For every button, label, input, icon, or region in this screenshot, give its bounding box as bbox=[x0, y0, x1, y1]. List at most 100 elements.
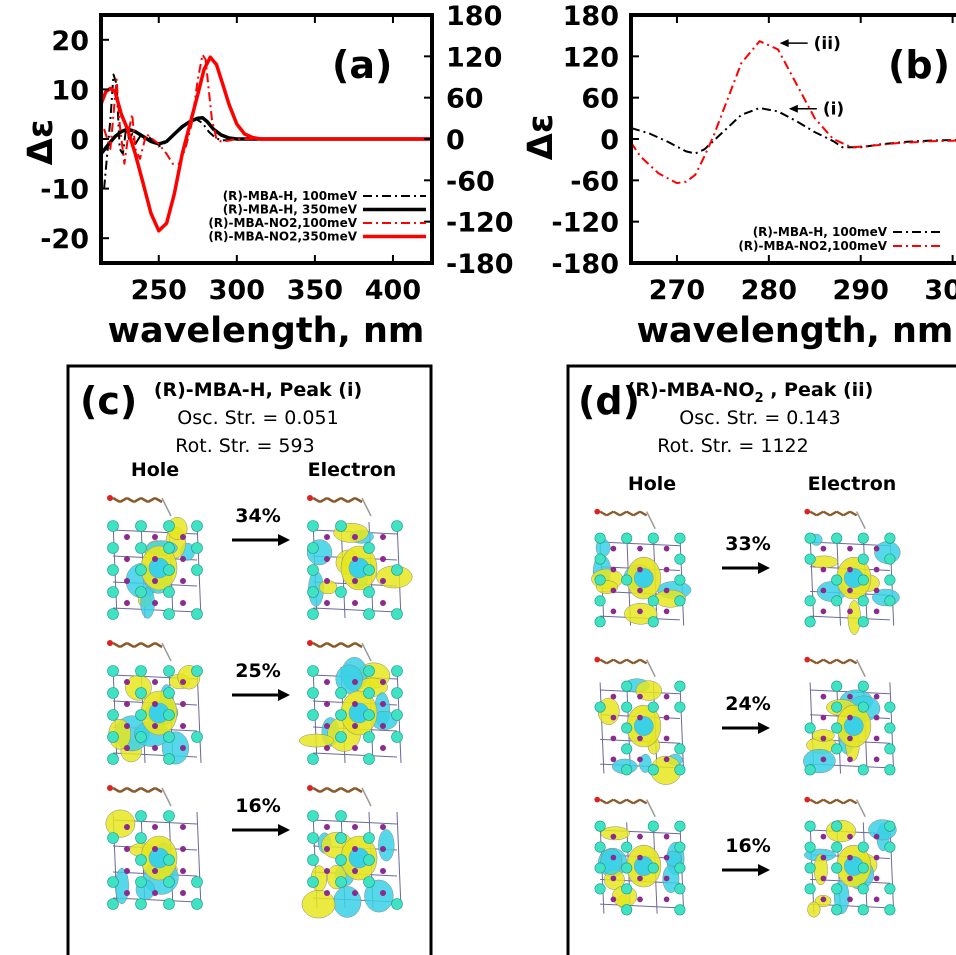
atom-purple bbox=[663, 735, 670, 742]
panel-d-hole-header: Hole bbox=[628, 473, 676, 495]
ligand-bond bbox=[822, 798, 831, 805]
molecule-cluster bbox=[803, 656, 896, 776]
atom-teal bbox=[621, 743, 633, 755]
panel-a-ytick-label: 20 bbox=[51, 26, 89, 57]
atom-teal bbox=[831, 574, 843, 586]
panel-a-series-1 bbox=[101, 115, 432, 155]
atom-purple bbox=[637, 714, 643, 721]
atom-teal bbox=[831, 680, 843, 692]
atom-teal bbox=[621, 701, 633, 713]
atom-purple bbox=[152, 890, 158, 896]
ligand-bond bbox=[626, 798, 634, 805]
atom-teal bbox=[391, 687, 403, 699]
atom-teal bbox=[621, 532, 633, 544]
atom-teal bbox=[307, 876, 319, 888]
atom-teal bbox=[884, 553, 896, 565]
molecule-cluster bbox=[591, 508, 692, 628]
atom-teal bbox=[163, 876, 175, 888]
atom-purple bbox=[820, 566, 827, 573]
atom-teal bbox=[674, 841, 686, 853]
panel-d-percent-label: 33% bbox=[725, 533, 770, 555]
molecule-cluster bbox=[298, 640, 403, 765]
ligand-bond bbox=[319, 641, 328, 649]
panel-c-electron-header: Electron bbox=[308, 459, 397, 481]
atom-teal bbox=[804, 532, 816, 544]
ligand-bond bbox=[326, 786, 335, 794]
ligand-atom bbox=[107, 495, 113, 501]
atom-teal bbox=[107, 709, 119, 721]
atom-purple bbox=[820, 896, 827, 903]
ligand-bond bbox=[849, 658, 858, 665]
atom-purple bbox=[352, 846, 358, 852]
atom-purple bbox=[847, 545, 853, 552]
atom-teal bbox=[594, 862, 606, 874]
atom-purple bbox=[152, 723, 158, 729]
panel-b-ytick-label: -60 bbox=[570, 166, 619, 197]
panel-c-rot: Rot. Str. = 593 bbox=[175, 435, 314, 457]
ligand-bond bbox=[147, 496, 156, 504]
ligand-bond bbox=[829, 658, 838, 665]
atom-purple bbox=[873, 608, 880, 615]
atom-purple bbox=[873, 693, 880, 700]
atom-teal bbox=[191, 898, 203, 910]
atom-purple bbox=[380, 556, 386, 562]
atom-purple bbox=[380, 846, 386, 852]
atom-purple bbox=[180, 824, 186, 830]
atom-purple bbox=[610, 896, 617, 903]
panel-c-percent-label: 34% bbox=[235, 505, 280, 527]
panel-b-xlabel: wavelength, nm bbox=[637, 311, 954, 351]
atom-teal bbox=[135, 665, 147, 677]
atom-teal bbox=[163, 608, 175, 620]
atom-purple bbox=[873, 854, 880, 861]
ligand-bond bbox=[809, 658, 818, 665]
ligand-bond bbox=[836, 658, 844, 665]
atom-purple bbox=[637, 545, 643, 552]
atom-purple bbox=[663, 566, 670, 573]
atom-teal bbox=[621, 883, 633, 895]
ligand-bond bbox=[822, 658, 831, 665]
atom-teal bbox=[831, 820, 843, 832]
atom-teal bbox=[857, 553, 869, 565]
atom-teal bbox=[163, 731, 175, 743]
panel-d-arrow-head bbox=[758, 562, 770, 574]
atom-purple bbox=[610, 566, 617, 573]
ligand-link bbox=[361, 787, 372, 807]
atom-purple bbox=[847, 566, 853, 573]
panel-a-y2tick-label: 120 bbox=[446, 42, 502, 73]
atom-teal bbox=[621, 904, 633, 916]
atom-purple bbox=[820, 545, 827, 552]
atom-teal bbox=[674, 553, 686, 565]
panel-b-ylabel: Δε bbox=[521, 114, 561, 161]
atom-teal bbox=[647, 701, 659, 713]
panel-d-rot: Rot. Str. = 1122 bbox=[657, 435, 808, 457]
atom-purple bbox=[637, 833, 643, 840]
atom-purple bbox=[873, 714, 880, 721]
atom-teal bbox=[163, 898, 175, 910]
atom-teal bbox=[884, 722, 896, 734]
ligand-bond bbox=[340, 496, 349, 504]
atom-purple bbox=[324, 846, 330, 852]
ligand-bond bbox=[354, 786, 363, 794]
ligand-link bbox=[361, 642, 372, 662]
atom-teal bbox=[391, 564, 403, 576]
ligand-atom bbox=[307, 785, 313, 791]
atom-purple bbox=[610, 833, 617, 840]
panel-a-ylabel: Δε bbox=[21, 119, 61, 166]
atom-purple bbox=[847, 875, 853, 882]
atom-purple bbox=[380, 745, 386, 751]
atom-teal bbox=[307, 753, 319, 765]
atom-teal bbox=[335, 731, 347, 743]
panel-b-series-0 bbox=[631, 107, 956, 155]
atom-teal bbox=[594, 841, 606, 853]
panel-b-xtick-label: 270 bbox=[649, 275, 705, 306]
panel-c-hole-header: Hole bbox=[131, 459, 179, 481]
lattice-bond bbox=[600, 903, 680, 909]
panel-a-series-0 bbox=[103, 73, 432, 189]
atom-teal bbox=[135, 898, 147, 910]
atom-purple bbox=[610, 587, 617, 594]
panel-b-legend: (R)-MBA-H, 100meV(R)-MBA-NO2,100meV bbox=[738, 225, 940, 253]
ligand-bond bbox=[347, 786, 356, 794]
atom-purple bbox=[610, 854, 617, 861]
lattice-bond bbox=[196, 811, 202, 909]
ligand-bond bbox=[612, 658, 621, 665]
